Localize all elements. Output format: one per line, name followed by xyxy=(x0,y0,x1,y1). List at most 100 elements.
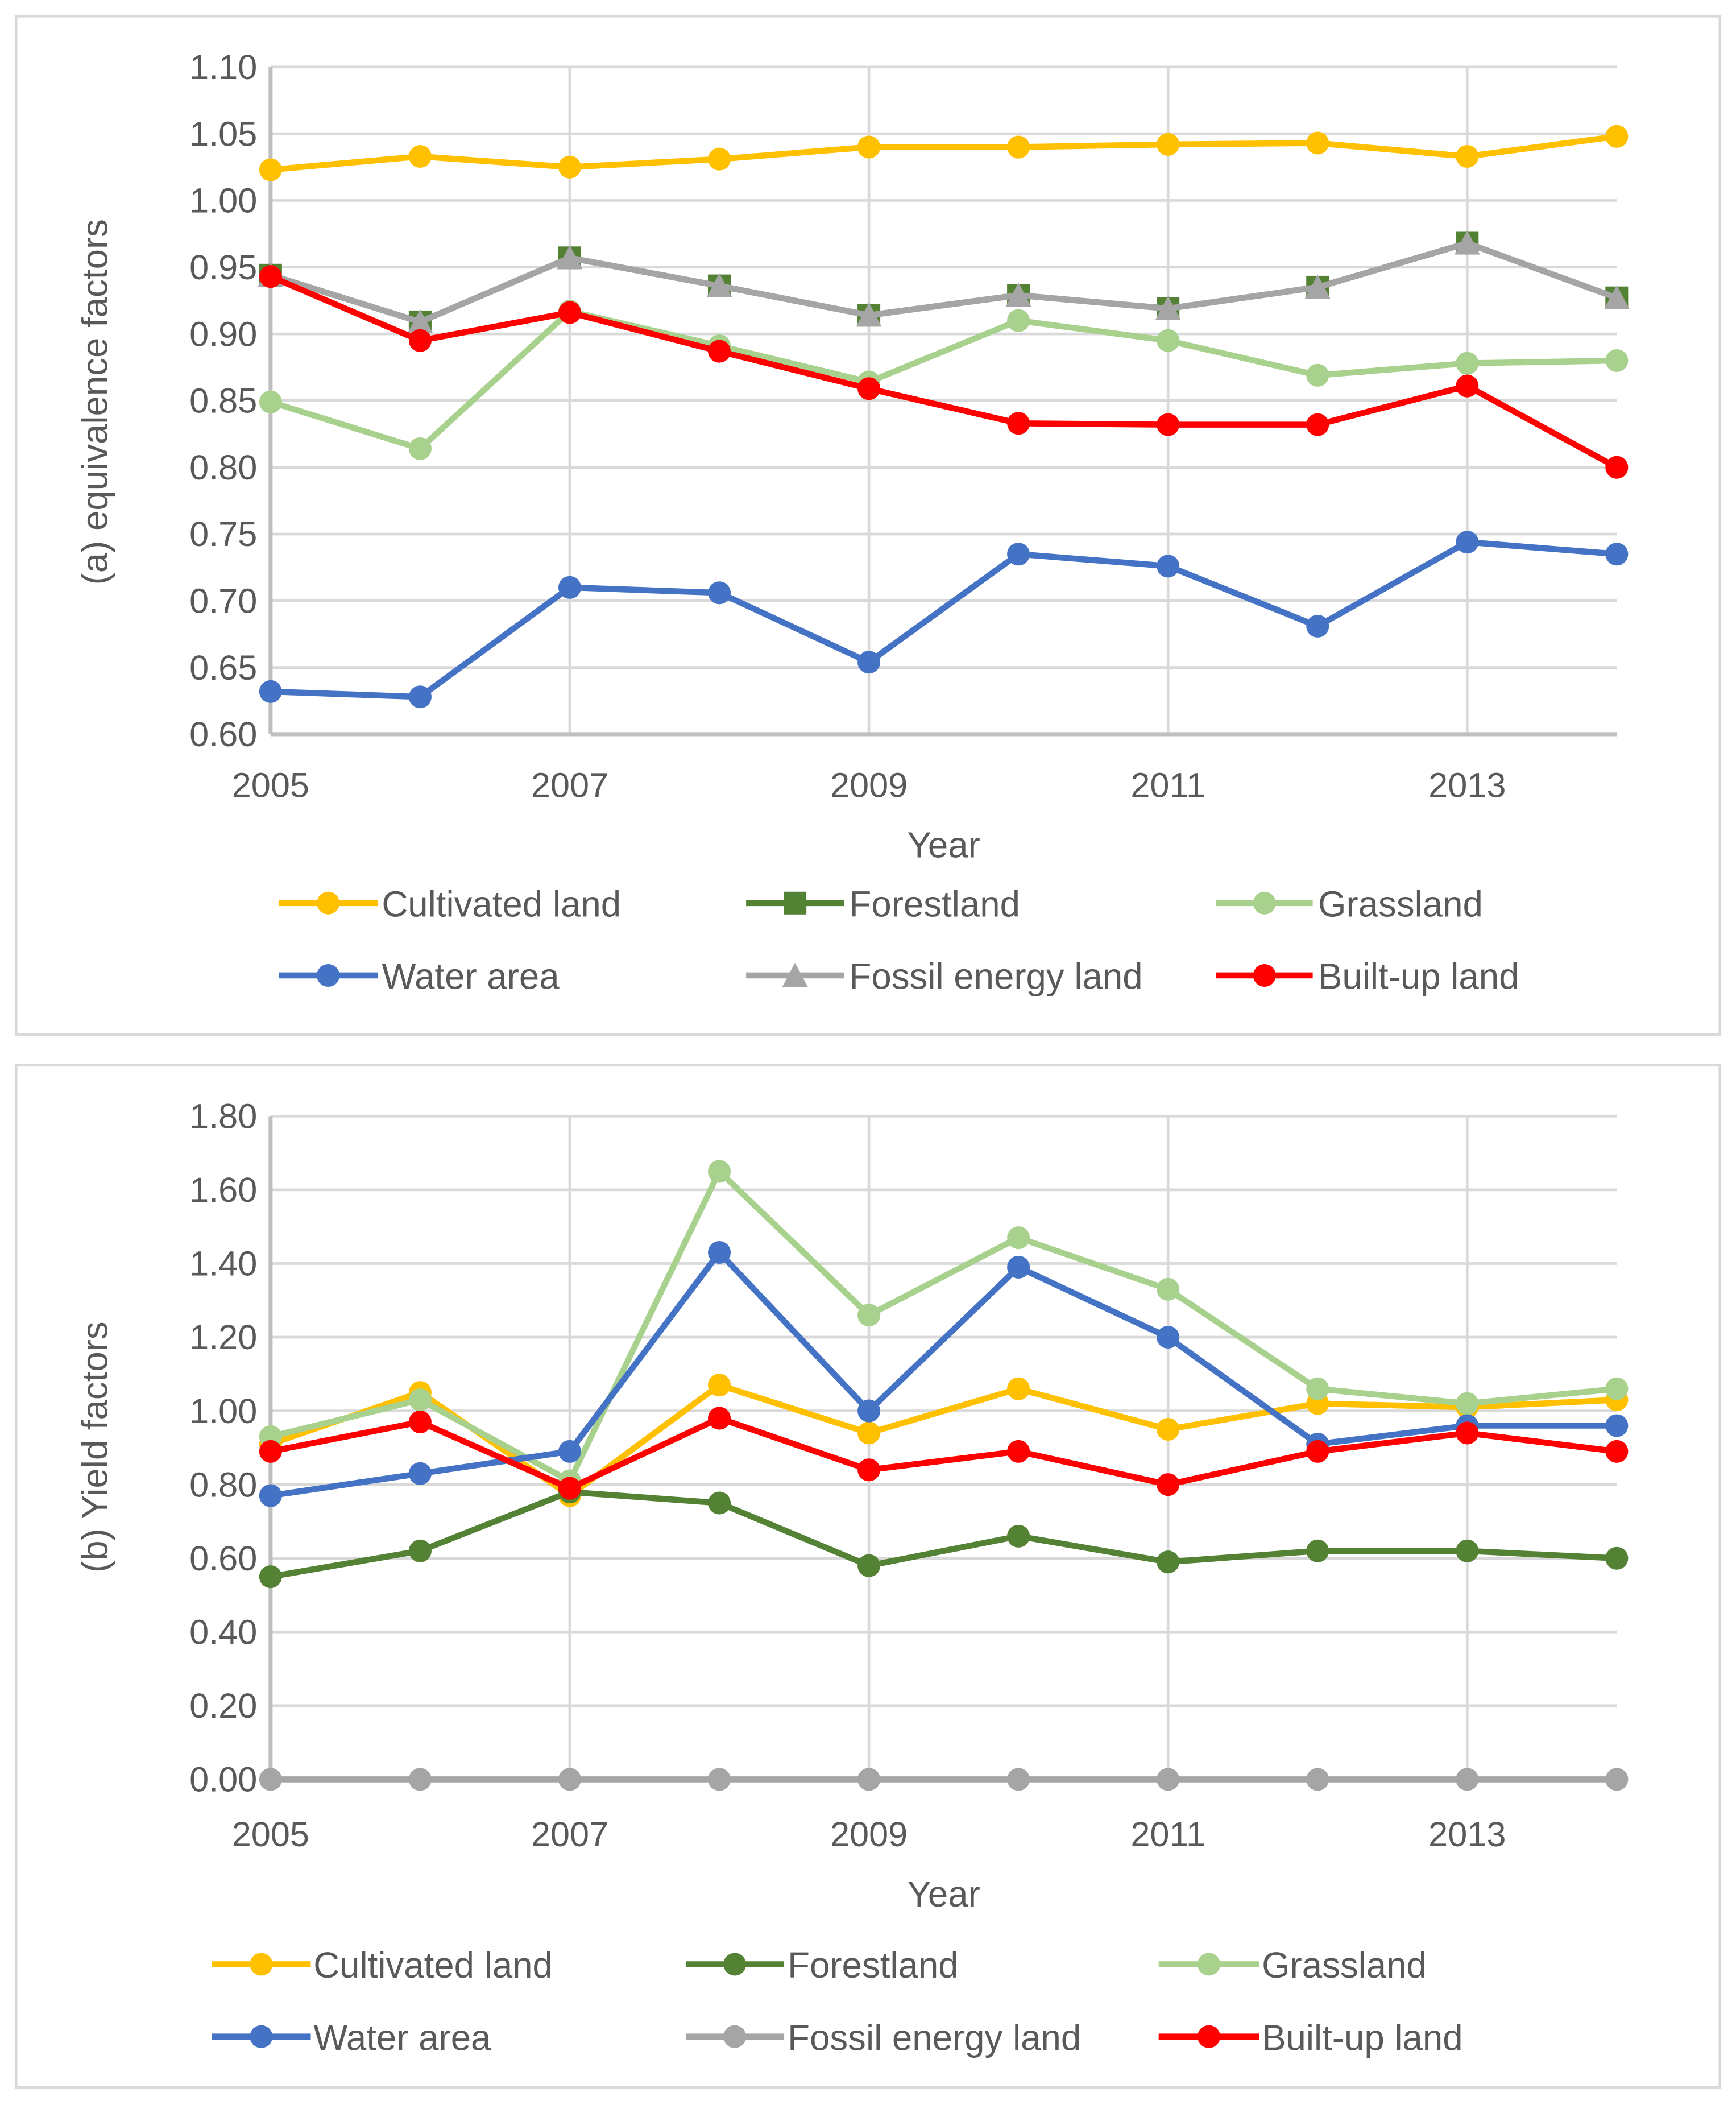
data-point xyxy=(1007,1524,1030,1548)
data-point xyxy=(857,377,881,400)
legend-marker xyxy=(723,1953,747,1976)
y-tick-label: 1.00 xyxy=(189,1392,257,1430)
data-point xyxy=(1157,1417,1180,1441)
x-tick-label: 2013 xyxy=(1428,1815,1506,1854)
chart-b-yield-factors: 0.00 0.20 0.40 0.60 0.80 1.00 1.20 1.40 1.60 1.80… xyxy=(74,1097,1629,2058)
data-point xyxy=(707,1768,731,1791)
legend-item: Water area xyxy=(278,957,560,997)
data-point xyxy=(707,340,731,363)
legend-item: Cultivated land xyxy=(212,1945,553,1986)
data-point xyxy=(707,1160,731,1183)
legend-item: Built-up land xyxy=(1216,957,1519,997)
y-tick-label: 0.65 xyxy=(189,648,257,687)
data-point xyxy=(408,437,432,460)
data-point xyxy=(1007,1255,1030,1279)
series-built-up-land xyxy=(259,265,1629,479)
x-tick-label: 2011 xyxy=(1130,766,1205,805)
data-point xyxy=(558,576,581,599)
data-point xyxy=(857,1768,881,1791)
series-built-up-land xyxy=(259,1407,1629,1500)
y-tick-label: 0.75 xyxy=(189,515,257,553)
data-point xyxy=(1456,1421,1479,1445)
data-point xyxy=(408,144,432,168)
legend-item: Built-up land xyxy=(1158,2017,1463,2058)
series-line xyxy=(270,240,1618,325)
data-point xyxy=(707,1374,731,1397)
data-point xyxy=(1155,296,1181,320)
y-tick-label: 0.60 xyxy=(189,1539,257,1578)
data-point xyxy=(1007,135,1030,159)
data-point xyxy=(407,309,433,333)
data-point xyxy=(1306,363,1329,387)
series-line xyxy=(270,1168,1617,1484)
legend-marker xyxy=(782,962,808,987)
y-tick-label: 0.90 xyxy=(189,315,257,353)
data-point xyxy=(1456,374,1479,398)
legend-label: Cultivated land xyxy=(313,1945,553,1986)
series-line xyxy=(270,1249,1617,1499)
legend-item: Fossil energy land xyxy=(746,957,1143,997)
y-tick-label: 1.10 xyxy=(189,48,257,86)
data-point xyxy=(1005,282,1031,307)
data-point xyxy=(1456,531,1479,554)
legend-label: Fossil energy land xyxy=(788,2017,1081,2058)
x-tick-label: 2013 xyxy=(1428,766,1506,805)
x-tick-label: 2005 xyxy=(232,1815,309,1854)
data-point xyxy=(1157,1768,1180,1791)
y-tick-label: 1.80 xyxy=(189,1097,257,1136)
data-point xyxy=(558,1477,581,1500)
data-point xyxy=(558,1440,581,1463)
chart-a-equivalence-factors: 0.60 0.65 0.70 0.75 0.80 0.85 0.90 0.95 1.00 1.05… xyxy=(74,48,1630,997)
series-line xyxy=(270,133,1618,173)
data-point xyxy=(1605,349,1629,373)
legend-marker xyxy=(317,964,340,987)
series-line xyxy=(270,1415,1617,1491)
data-point xyxy=(857,1554,881,1577)
series-grassland xyxy=(259,1160,1629,1492)
x-tick-label: 2011 xyxy=(1130,1815,1205,1854)
data-point xyxy=(1605,1414,1629,1437)
legend-label: Forestland xyxy=(788,1945,958,1986)
y-axis-title: (b) Yield factors xyxy=(74,1321,115,1573)
data-point xyxy=(259,680,282,703)
data-point xyxy=(707,147,731,171)
data-point xyxy=(1605,456,1629,479)
series-cultivated-land xyxy=(259,125,1629,181)
data-point xyxy=(1157,555,1180,578)
data-point xyxy=(1306,614,1329,638)
legend-label: Fossil energy land xyxy=(850,957,1143,997)
data-point xyxy=(707,581,731,605)
data-point xyxy=(1306,131,1329,155)
y-tick-label: 1.05 xyxy=(189,114,257,153)
data-point xyxy=(558,301,581,324)
data-point xyxy=(1007,1440,1030,1463)
series-water-area xyxy=(259,531,1629,709)
data-point xyxy=(1157,1325,1180,1349)
series-line xyxy=(270,1382,1617,1499)
y-tick-label: 0.80 xyxy=(189,1465,257,1504)
x-axis-title: Year xyxy=(907,1874,980,1914)
data-point xyxy=(259,1565,282,1589)
y-tick-label: 0.20 xyxy=(189,1686,257,1725)
data-point xyxy=(1157,1473,1180,1496)
legend-item: Fossil energy land xyxy=(686,2017,1081,2058)
data-point xyxy=(707,1407,731,1430)
data-point xyxy=(1157,1550,1180,1574)
legend-label: Grassland xyxy=(1318,884,1483,924)
y-tick-label: 1.40 xyxy=(189,1244,257,1283)
y-axis-title: (a) equivalence factors xyxy=(74,219,115,585)
data-point xyxy=(1306,1539,1329,1562)
data-point xyxy=(857,1399,881,1423)
data-point xyxy=(706,273,732,297)
data-point xyxy=(1605,125,1629,148)
y-tick-label: 0.40 xyxy=(189,1612,257,1651)
data-point xyxy=(1007,1768,1030,1791)
data-point xyxy=(408,685,432,709)
data-point xyxy=(259,265,282,288)
data-point xyxy=(707,1240,731,1264)
legend-label: Water area xyxy=(313,2017,491,2058)
series-forestland xyxy=(259,1481,1629,1589)
legend-item: Forestland xyxy=(746,884,1020,924)
series-line xyxy=(270,308,1617,452)
data-point xyxy=(259,1768,282,1791)
